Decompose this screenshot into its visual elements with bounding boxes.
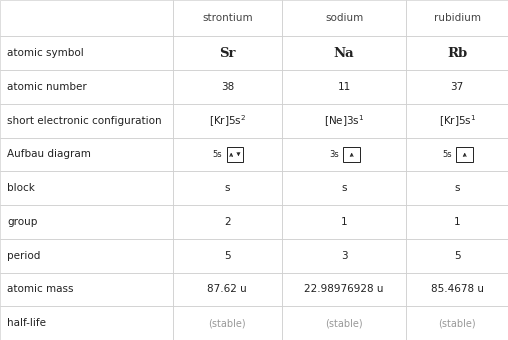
Text: atomic mass: atomic mass [7,284,74,294]
Bar [173,104,282,138]
Bar [0,273,173,306]
Text: 5s: 5s [442,150,452,159]
Text: s: s [455,183,460,193]
Bar [406,70,508,104]
Bar [0,306,173,340]
Bar [282,70,406,104]
Bar [173,0,282,36]
Text: 22.98976928 u: 22.98976928 u [304,284,384,294]
Text: 3: 3 [341,251,347,261]
Bar [282,306,406,340]
Bar [282,104,406,138]
Bar [0,239,173,273]
Bar [282,205,406,239]
Bar [457,147,473,162]
Text: strontium: strontium [202,13,252,23]
Text: 11: 11 [337,82,351,92]
Text: 2: 2 [224,217,231,227]
Text: 87.62 u: 87.62 u [207,284,247,294]
Bar [0,104,173,138]
Bar [406,306,508,340]
Bar [282,171,406,205]
Text: short electronic configuration: short electronic configuration [7,116,162,126]
Bar [406,104,508,138]
Bar [282,273,406,306]
Text: 85.4678 u: 85.4678 u [431,284,484,294]
Bar [173,36,282,70]
Bar [406,239,508,273]
Text: [Ne]3s$^{1}$: [Ne]3s$^{1}$ [324,113,364,129]
Bar [0,70,173,104]
Text: block: block [7,183,35,193]
Text: 37: 37 [451,82,464,92]
Bar [0,36,173,70]
Text: half-life: half-life [7,318,46,328]
Text: period: period [7,251,40,261]
Text: Aufbau diagram: Aufbau diagram [7,150,91,159]
Bar [173,138,282,171]
Bar [406,138,508,171]
Bar [173,171,282,205]
Bar [173,70,282,104]
Bar [406,36,508,70]
Bar [282,138,406,171]
Bar [227,147,243,162]
Text: 3s: 3s [330,150,339,159]
Text: 1: 1 [341,217,347,227]
Text: 5s: 5s [213,150,223,159]
Text: group: group [7,217,37,227]
Text: s: s [225,183,230,193]
Bar [173,273,282,306]
Text: [Kr]5s$^{2}$: [Kr]5s$^{2}$ [209,113,246,129]
Text: Rb: Rb [447,47,467,60]
Bar [282,0,406,36]
Bar [0,205,173,239]
Text: (stable): (stable) [325,318,363,328]
Bar [282,239,406,273]
Text: 38: 38 [220,82,234,92]
Bar [0,171,173,205]
Bar [173,205,282,239]
Text: (stable): (stable) [438,318,476,328]
Text: (stable): (stable) [208,318,246,328]
Text: atomic symbol: atomic symbol [7,48,84,58]
Bar [0,138,173,171]
Text: rubidium: rubidium [434,13,481,23]
Bar [173,306,282,340]
Bar [343,147,360,162]
Bar [282,36,406,70]
Bar [173,239,282,273]
Text: Sr: Sr [219,47,236,60]
Text: 1: 1 [454,217,461,227]
Text: s: s [341,183,347,193]
Bar [406,0,508,36]
Text: sodium: sodium [325,13,363,23]
Bar [406,205,508,239]
Text: Na: Na [334,47,355,60]
Bar [406,273,508,306]
Text: [Kr]5s$^{1}$: [Kr]5s$^{1}$ [438,113,476,129]
Text: atomic number: atomic number [7,82,87,92]
Bar [0,0,173,36]
Text: 5: 5 [224,251,231,261]
Text: 5: 5 [454,251,461,261]
Bar [406,171,508,205]
